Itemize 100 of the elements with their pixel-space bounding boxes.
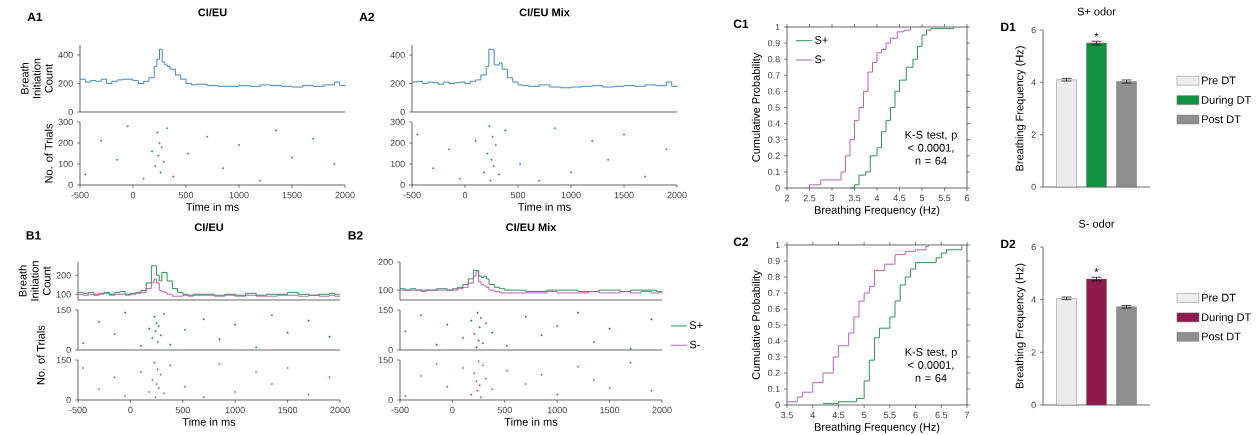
legend-label: Pre DT (1202, 76, 1236, 85)
y-axis-title: Breathing Frequency (Hz) (1015, 46, 1026, 171)
chart-title: S- odor (1078, 219, 1115, 228)
y-tick-label: 150 (378, 356, 393, 364)
y-tick-label: 100 (58, 160, 73, 168)
x-tick-label: 5.5 (938, 194, 951, 202)
y-tick-label: 100 (390, 160, 405, 168)
x-tick-label: 500 (175, 406, 190, 414)
legend-label: During DT (1202, 313, 1251, 324)
x-axis-title: Time in ms (504, 417, 558, 426)
y-tick-label: 0 (68, 108, 73, 116)
y-tick-label: 0.5 (767, 104, 780, 111)
bar (1116, 81, 1137, 188)
x-tick-label: 0 (462, 191, 468, 199)
bar (1056, 298, 1077, 406)
y-axis-title: Cumulative Probability (751, 270, 763, 380)
y-tick-label: 0.7 (767, 72, 780, 79)
chart-title: CI/EU Mix (506, 223, 557, 232)
y-tick-label: 0 (775, 184, 780, 192)
y-tick-label: 200 (58, 80, 73, 87)
y-tick-label: 400 (58, 51, 73, 59)
y-tick-label: 0.8 (767, 273, 780, 281)
x-tick-label: 1000 (561, 191, 581, 199)
legend-label: S- (815, 55, 826, 64)
y-tick-label: 0.6 (767, 305, 780, 313)
text: B1 (26, 231, 41, 240)
y-tick-label: 2 (1031, 131, 1036, 138)
chart-title: CI/EU Mix (519, 8, 570, 17)
y-tick-label: 200 (56, 272, 71, 279)
annotation: K-S test, p < 0.0001, n = 64 (905, 130, 957, 165)
y-tick-label: 200 (390, 80, 405, 87)
text: B2 (348, 231, 363, 240)
y-tick-label: 150 (56, 306, 71, 314)
x-tick-label: 5.5 (883, 411, 896, 419)
x-tick-label: 6 (913, 411, 918, 419)
legend-label: S- (689, 340, 700, 349)
x-tick-label: 500 (497, 406, 512, 414)
y-tick-label: 1 (775, 241, 780, 249)
y-tick-label: 0 (66, 346, 71, 354)
bar (1086, 278, 1107, 406)
legend-label: During DT (1202, 95, 1251, 107)
legend-label: Pre DT (1202, 293, 1236, 302)
y-tick-label: 1 (775, 23, 780, 31)
y-tick-label: 200 (378, 258, 393, 266)
x-tick-label: 3 (829, 194, 835, 202)
legend-label: S+ (689, 321, 703, 330)
y-tick-label: 100 (378, 286, 393, 294)
y-tick-label: 200 (58, 139, 73, 147)
y-tick-label: 0.7 (767, 289, 780, 297)
annotation: * (1094, 268, 1099, 273)
y-tick-label: 0.3 (767, 136, 780, 143)
x-tick-label: 5 (919, 194, 925, 202)
y-tick-label: 0 (400, 108, 405, 116)
y-tick-label: 300 (58, 118, 73, 126)
x-axis-title: Breathing Frequency (Hz) (814, 422, 940, 434)
y-tick-label: 0 (388, 396, 393, 404)
y-tick-label: 0.4 (767, 120, 780, 127)
x-tick-label: 7 (964, 411, 970, 419)
legend-label: Post DT (1202, 332, 1241, 341)
x-tick-label: 4 (874, 194, 880, 202)
y-tick-label: 150 (378, 306, 393, 314)
y-tick-label: 2 (1031, 349, 1036, 356)
y-tick-label: 6 (1031, 243, 1036, 251)
x-tick-label: 0 (128, 406, 133, 414)
y-tick-label: 0.9 (767, 257, 780, 265)
bar (1116, 306, 1137, 406)
y-axis-title: Cumulative Probability (751, 52, 763, 162)
x-tick-label: 2000 (652, 406, 672, 414)
x-axis-title: Time in ms (186, 202, 239, 211)
bar (1056, 79, 1077, 188)
chart-title: CI/EU (194, 223, 223, 232)
y-tick-label: 0 (388, 346, 393, 354)
x-tick-label: 6.5 (935, 411, 948, 419)
y-tick-label: 0.2 (767, 152, 780, 159)
x-tick-label: 1000 (547, 406, 567, 414)
chart-title: S+ odor (1077, 7, 1116, 16)
x-tick-label: 1500 (278, 406, 298, 414)
x-tick-label: 2000 (335, 191, 355, 199)
x-tick-label: 3.5 (848, 194, 861, 202)
y-tick-label: 0 (68, 181, 73, 189)
y-tick-label: 0 (400, 181, 405, 189)
y-tick-label: 0 (1031, 183, 1036, 191)
y-tick-label: 200 (390, 139, 405, 147)
x-tick-label: 1500 (600, 406, 620, 414)
legend-label: S+ (815, 36, 828, 44)
y-tick-label: 0.6 (767, 88, 780, 95)
x-tick-label: 4.5 (832, 411, 845, 419)
x-axis-title: Time in ms (518, 202, 571, 211)
bar (1086, 42, 1107, 188)
x-tick-label: 1000 (225, 406, 245, 414)
x-tick-label: -500 (403, 191, 421, 199)
x-axis-title: Breathing Frequency (Hz) (814, 205, 940, 217)
x-tick-label: 4 (810, 411, 815, 419)
y-axis-title: Breath Initiation Count (20, 58, 53, 98)
y-axis-title: Breath Initiation Count (18, 261, 51, 301)
x-tick-label: 500 (510, 191, 526, 199)
y-tick-label: 0.8 (767, 56, 780, 63)
y-tick-label: 0.1 (767, 385, 780, 393)
y-tick-label: 100 (56, 291, 71, 298)
y-axis-title: No. of Trials (36, 325, 45, 385)
